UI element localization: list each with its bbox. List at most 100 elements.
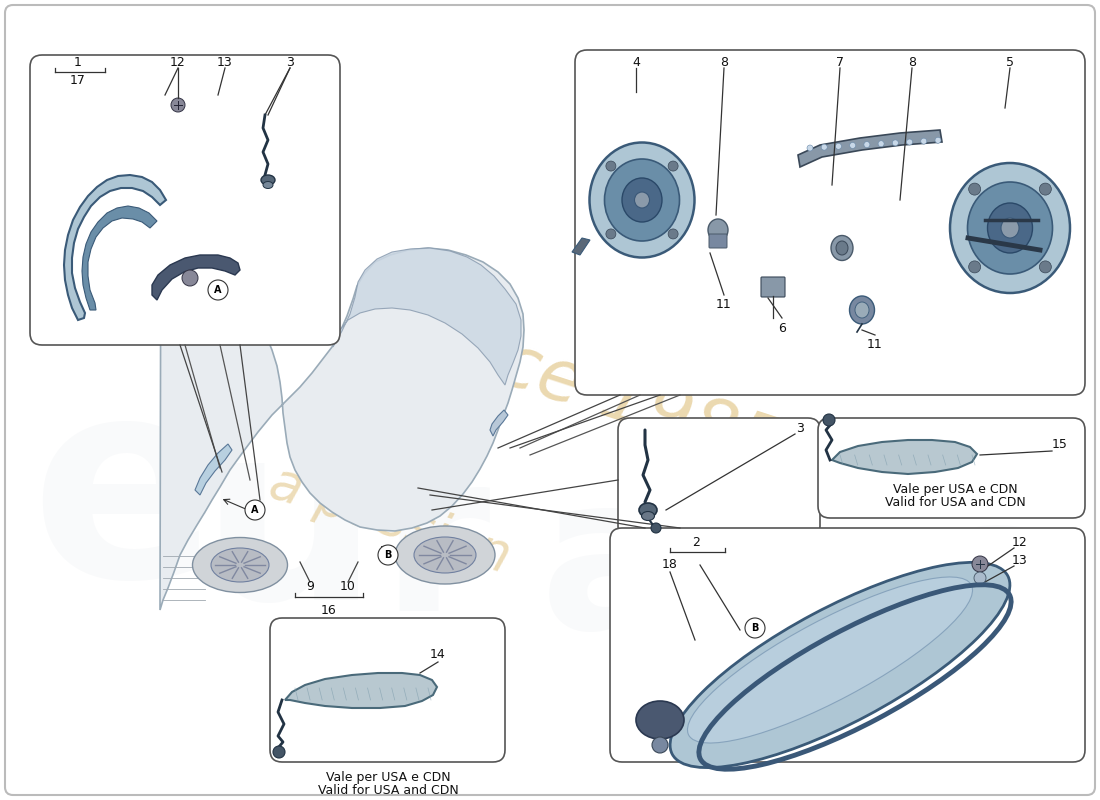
- Ellipse shape: [849, 296, 875, 324]
- Circle shape: [170, 98, 185, 112]
- Text: 13: 13: [1012, 554, 1027, 566]
- Text: A: A: [214, 285, 222, 295]
- Ellipse shape: [836, 241, 848, 255]
- Circle shape: [822, 144, 827, 150]
- Text: 4: 4: [632, 55, 640, 69]
- Text: B: B: [751, 623, 759, 633]
- Circle shape: [807, 145, 813, 151]
- Ellipse shape: [1001, 218, 1019, 238]
- Text: 11: 11: [867, 338, 883, 351]
- Ellipse shape: [192, 538, 287, 593]
- Circle shape: [245, 500, 265, 520]
- Text: 18: 18: [662, 558, 678, 571]
- Polygon shape: [82, 206, 157, 310]
- Circle shape: [606, 161, 616, 171]
- Text: 17: 17: [70, 74, 86, 86]
- Circle shape: [864, 142, 870, 147]
- Text: c: c: [680, 479, 804, 681]
- Circle shape: [835, 143, 842, 150]
- Circle shape: [935, 138, 940, 143]
- Ellipse shape: [590, 142, 694, 258]
- Text: 7: 7: [836, 55, 844, 69]
- Ellipse shape: [968, 182, 1053, 274]
- Text: 11: 11: [716, 298, 732, 311]
- Ellipse shape: [414, 537, 476, 573]
- FancyBboxPatch shape: [270, 618, 505, 762]
- Text: 8: 8: [908, 55, 916, 69]
- Text: Vale per USA e CDN: Vale per USA e CDN: [893, 483, 1018, 497]
- FancyBboxPatch shape: [618, 418, 820, 538]
- Text: 3: 3: [286, 55, 294, 69]
- Circle shape: [969, 183, 980, 195]
- Ellipse shape: [688, 577, 972, 743]
- Text: 6: 6: [778, 322, 785, 334]
- Text: 2: 2: [692, 535, 700, 549]
- Circle shape: [1040, 183, 1052, 195]
- Circle shape: [906, 139, 913, 145]
- FancyBboxPatch shape: [575, 50, 1085, 395]
- Ellipse shape: [635, 192, 649, 208]
- Text: e: e: [30, 365, 218, 635]
- FancyBboxPatch shape: [710, 234, 727, 248]
- Text: r: r: [379, 443, 490, 657]
- Polygon shape: [152, 255, 240, 300]
- Circle shape: [892, 140, 899, 146]
- Polygon shape: [832, 440, 977, 474]
- Polygon shape: [333, 248, 521, 385]
- Text: e: e: [820, 496, 952, 684]
- Ellipse shape: [855, 302, 869, 318]
- Text: A: A: [251, 505, 258, 515]
- Polygon shape: [490, 410, 508, 436]
- Polygon shape: [798, 130, 942, 167]
- Circle shape: [1040, 261, 1052, 273]
- Ellipse shape: [708, 219, 728, 241]
- Circle shape: [378, 545, 398, 565]
- Circle shape: [921, 138, 927, 144]
- Text: 14: 14: [430, 649, 446, 662]
- Text: 5: 5: [1006, 55, 1014, 69]
- Circle shape: [273, 746, 285, 758]
- Polygon shape: [195, 444, 232, 495]
- Circle shape: [652, 737, 668, 753]
- Ellipse shape: [211, 548, 270, 582]
- Ellipse shape: [605, 159, 680, 241]
- Ellipse shape: [639, 503, 657, 517]
- Text: Valid for USA and CDN: Valid for USA and CDN: [884, 497, 1025, 510]
- Text: 8: 8: [720, 55, 728, 69]
- Circle shape: [745, 618, 764, 638]
- Text: 13: 13: [217, 55, 233, 69]
- Ellipse shape: [988, 203, 1033, 253]
- Polygon shape: [160, 148, 524, 610]
- Circle shape: [668, 229, 678, 239]
- Text: 1: 1: [74, 55, 81, 69]
- Text: u: u: [200, 409, 378, 651]
- Circle shape: [651, 523, 661, 533]
- Circle shape: [823, 414, 835, 426]
- FancyBboxPatch shape: [30, 55, 340, 345]
- Text: 16: 16: [321, 603, 337, 617]
- Ellipse shape: [636, 701, 684, 739]
- Ellipse shape: [261, 175, 275, 185]
- Ellipse shape: [263, 182, 273, 189]
- Circle shape: [668, 161, 678, 171]
- Polygon shape: [64, 175, 166, 320]
- Polygon shape: [285, 673, 437, 708]
- FancyBboxPatch shape: [818, 418, 1085, 518]
- Text: 15: 15: [1052, 438, 1068, 451]
- Text: since 1985: since 1985: [392, 296, 789, 484]
- Circle shape: [606, 229, 616, 239]
- Text: 3: 3: [796, 422, 804, 434]
- Circle shape: [972, 556, 988, 572]
- Circle shape: [878, 141, 884, 146]
- Text: 9: 9: [306, 581, 313, 594]
- FancyBboxPatch shape: [761, 277, 785, 297]
- Circle shape: [208, 280, 228, 300]
- Text: 12: 12: [170, 55, 186, 69]
- Text: Vale per USA e CDN: Vale per USA e CDN: [326, 771, 450, 785]
- FancyBboxPatch shape: [610, 528, 1085, 762]
- Polygon shape: [572, 238, 590, 255]
- Text: a passion: a passion: [263, 457, 517, 583]
- Circle shape: [974, 572, 986, 584]
- Text: Valid for USA and CDN: Valid for USA and CDN: [318, 783, 459, 797]
- Ellipse shape: [395, 526, 495, 584]
